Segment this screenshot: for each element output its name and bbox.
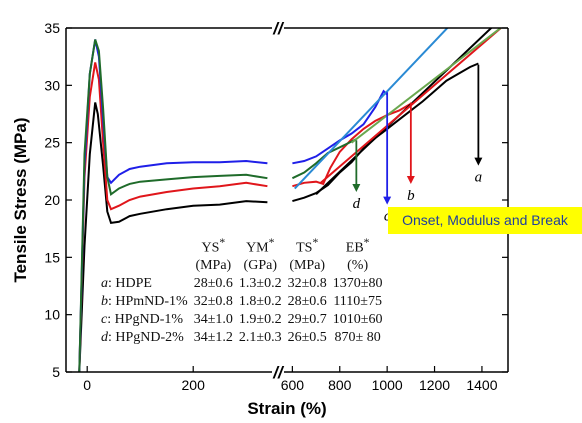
table-cell: 1.8±0.2 [238, 293, 282, 309]
table-row-b: b: HPmND-1% 32±0.8 1.8±0.2 28±0.6 1110±7… [98, 293, 385, 311]
table-unit-eb: (%) [347, 257, 369, 273]
table-cell: 32±0.8 [287, 275, 327, 291]
table-cell: 28±0.6 [287, 293, 327, 309]
series-b-line-right [292, 102, 412, 188]
table-header-ts: TS* [296, 236, 319, 256]
table-cell: 26±0.5 [287, 329, 327, 345]
table-cell: 28±0.6 [193, 275, 233, 291]
y-tick-label-25: 25 [44, 135, 60, 151]
table-cell: 2.1±0.3 [238, 329, 282, 345]
x-tick-1400-label: 1400 [466, 377, 497, 393]
table-cell: 1010±60 [332, 311, 383, 327]
table-header-ym: YM* [246, 236, 275, 256]
x-tick-200-label: 200 [182, 377, 206, 393]
y-tick-label-5: 5 [52, 364, 60, 380]
table-unit-ym: (GPa) [243, 257, 277, 273]
table-unit-ts: (MPa) [289, 257, 326, 273]
table-row-d: d: HPgND-2% 34±1.2 2.1±0.3 26±0.5 870± 8… [98, 329, 385, 347]
y-tick-label-10: 10 [44, 307, 60, 323]
table-cell: 32±0.8 [193, 293, 233, 309]
modulus-line-c [294, 28, 449, 190]
table-cell: 1.9±0.2 [238, 311, 282, 327]
x-tick-1000-label: 1000 [372, 377, 403, 393]
x-tick-1200-label: 1200 [419, 377, 450, 393]
table-unit-row: (MPa) (GPa) (MPa) (%) [98, 257, 385, 275]
table-row-a: a: HDPE 28±0.6 1.3±0.2 32±0.8 1370±80 [98, 275, 385, 293]
series-a-line-right [292, 62, 479, 203]
table-cell: 34±1.2 [193, 329, 233, 345]
x-axis-title: Strain (%) [247, 399, 326, 418]
break-label-b: b [407, 188, 415, 204]
annotation-onset-modulus-break: Onset, Modulus and Break [388, 207, 582, 234]
break-arrowhead-b [406, 175, 415, 184]
table-corner [98, 236, 191, 257]
x-tick-600-label: 600 [281, 377, 305, 393]
table-cell: 1370±80 [332, 275, 383, 291]
table-cell: 29±0.7 [287, 311, 327, 327]
y-axis-title: Tensile Stress (MPa) [11, 117, 30, 282]
properties-table: YS* YM* TS* EB* (MPa) (GPa) (MPa) (%) a:… [98, 236, 385, 347]
modulus-line-d [350, 28, 503, 144]
x-tick-0-label: 0 [83, 377, 91, 393]
break-label-d: d [353, 196, 361, 212]
table-header-eb: EB* [345, 236, 370, 256]
table-cell: 1.3±0.2 [238, 275, 282, 291]
break-label-c: c [384, 209, 391, 225]
x-tick-800-label: 800 [328, 377, 352, 393]
table-row-label: c: HPgND-1% [101, 311, 184, 327]
break-arrowhead-a [474, 157, 483, 166]
axis-break-bottom: // [272, 363, 285, 382]
series-b-line-left [78, 62, 268, 372]
y-tick-label-15: 15 [44, 249, 60, 265]
table-header-row: YS* YM* TS* EB* [98, 236, 385, 257]
y-tick-label-30: 30 [44, 77, 60, 93]
y-tick-label-20: 20 [44, 192, 60, 208]
break-arrowhead-d [352, 183, 361, 192]
series-a-line-left [78, 102, 268, 372]
break-label-a: a [475, 170, 483, 186]
break-arrowhead-c [383, 196, 392, 205]
table-header-ys: YS* [201, 236, 226, 256]
table-cell: 870± 80 [334, 329, 381, 345]
y-tick-label-35: 35 [44, 20, 60, 36]
axis-break-top: // [272, 19, 285, 38]
table-row-c: c: HPgND-1% 34±1.0 1.9±0.2 29±0.7 1010±6… [98, 311, 385, 329]
table-row-label: a: HDPE [101, 275, 152, 291]
table-cell: 1110±75 [333, 293, 382, 309]
table-row-label: d: HPgND-2% [101, 329, 184, 345]
table-cell: 34±1.0 [193, 311, 233, 327]
series-d-line-left [78, 39, 268, 372]
table-unit-ys: (MPa) [195, 257, 232, 273]
table-row-label: b: HPmND-1% [101, 293, 188, 309]
